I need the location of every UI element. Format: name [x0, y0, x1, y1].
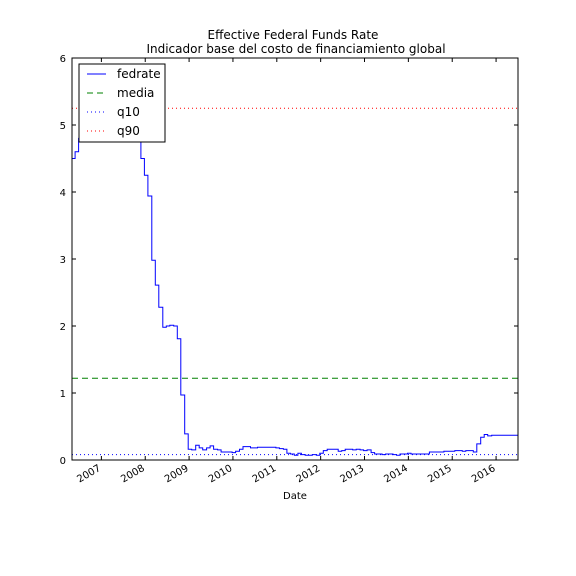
legend: fedrate media q10 q90 — [79, 64, 165, 142]
y-tick-label: 1 — [60, 389, 66, 400]
x-axis-label: Date — [283, 491, 307, 502]
legend-label-media: media — [117, 86, 154, 100]
legend-label-fedrate: fedrate — [117, 67, 161, 81]
y-tick-label: 6 — [60, 54, 66, 65]
y-tick-label: 0 — [60, 456, 66, 467]
y-tick-label: 4 — [60, 188, 66, 199]
y-tick-label: 5 — [60, 121, 66, 132]
y-tick-label: 3 — [60, 255, 66, 266]
y-tick-label: 2 — [60, 322, 66, 333]
chart-title: Effective Federal Funds Rate — [208, 28, 379, 42]
legend-label-q90: q90 — [117, 124, 140, 138]
legend-label-q10: q10 — [117, 105, 140, 119]
chart-subtitle: Indicador base del costo de financiamien… — [146, 42, 445, 56]
